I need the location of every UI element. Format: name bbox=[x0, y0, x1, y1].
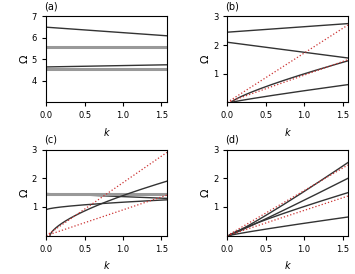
Y-axis label: $\Omega$: $\Omega$ bbox=[18, 55, 31, 64]
Text: (b): (b) bbox=[225, 2, 239, 12]
Text: (d): (d) bbox=[225, 135, 239, 145]
Text: (c): (c) bbox=[44, 135, 57, 145]
Y-axis label: $\Omega$: $\Omega$ bbox=[200, 188, 212, 198]
Y-axis label: $\Omega$: $\Omega$ bbox=[18, 188, 31, 198]
X-axis label: $k$: $k$ bbox=[103, 126, 110, 138]
Text: (a): (a) bbox=[44, 2, 58, 12]
X-axis label: $k$: $k$ bbox=[103, 259, 110, 271]
X-axis label: $k$: $k$ bbox=[284, 259, 291, 271]
Y-axis label: $\Omega$: $\Omega$ bbox=[200, 55, 212, 64]
X-axis label: $k$: $k$ bbox=[284, 126, 291, 138]
